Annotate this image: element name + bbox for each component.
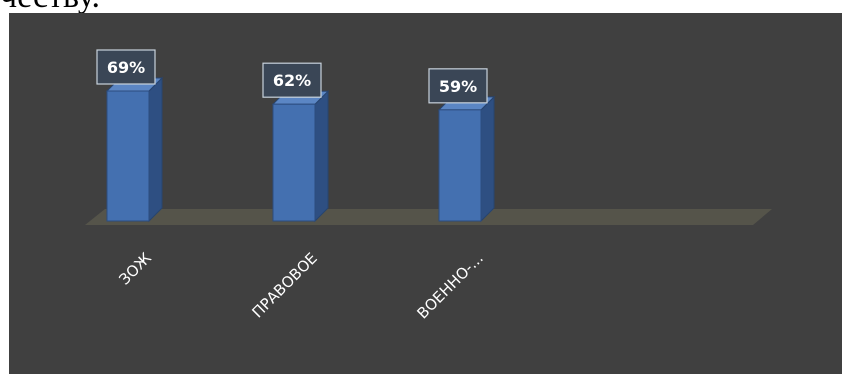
bar-side-face (480, 95, 495, 223)
data-label-1: 69% (96, 49, 156, 85)
data-label-box (96, 49, 156, 85)
bar-chart: 69% 62% 59% ЗОЖ ПРАВОВОЕ ВОЕННО-... (85, 49, 772, 322)
data-label-3: 59% (428, 68, 488, 104)
floor-plane (85, 209, 772, 225)
bar-1 (105, 76, 164, 223)
data-label-text: 62% (273, 71, 311, 90)
bar-front-face (438, 109, 482, 222)
category-label-2: ПРАВОВОЕ (249, 249, 321, 321)
category-axis-labels: ЗОЖ ПРАВОВОЕ ВОЕННО-... (116, 249, 487, 322)
bar-front-face (106, 90, 150, 222)
data-label-2: 62% (262, 62, 322, 98)
category-label-1: ЗОЖ (116, 249, 155, 288)
chart-floor (85, 209, 772, 225)
category-label-3: ВОЕННО-... (414, 249, 487, 322)
bar-front-face (272, 103, 316, 222)
chart-area: 69% 62% 59% ЗОЖ ПРАВОВОЕ ВОЕННО-... (9, 13, 842, 374)
bar-2 (271, 89, 330, 223)
bar-side-face (314, 89, 329, 223)
bar-side-face (148, 76, 163, 223)
data-label-text: 59% (439, 77, 477, 96)
data-labels: 69% 62% 59% (96, 49, 488, 104)
data-label-box (428, 68, 488, 104)
bar-3 (437, 95, 496, 223)
partial-heading-text: честву. (0, 0, 100, 16)
data-label-text: 69% (107, 58, 145, 77)
data-label-box (262, 62, 322, 98)
